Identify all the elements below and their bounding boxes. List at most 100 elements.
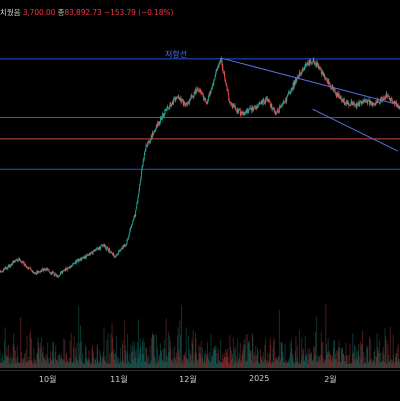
x-tick-feb: 2월 bbox=[324, 374, 336, 385]
candle-body bbox=[139, 186, 140, 190]
level-lines bbox=[0, 59, 400, 169]
candle-body bbox=[76, 261, 77, 263]
candle-body bbox=[173, 99, 174, 105]
volume-bar bbox=[180, 335, 181, 368]
candle-body bbox=[127, 240, 128, 241]
candle-body bbox=[208, 101, 209, 102]
candle-body bbox=[14, 261, 15, 262]
candle-body bbox=[96, 250, 97, 251]
candle-body bbox=[130, 228, 131, 230]
candle-body bbox=[324, 75, 325, 78]
candle-body bbox=[131, 227, 132, 228]
candle-body bbox=[363, 102, 364, 103]
candle-body bbox=[340, 97, 341, 98]
candle-body bbox=[211, 88, 212, 90]
candle-body bbox=[336, 94, 337, 96]
candle-body bbox=[236, 110, 237, 112]
candle-body bbox=[31, 268, 32, 269]
candle-body bbox=[344, 99, 345, 104]
candle-body bbox=[207, 101, 208, 104]
candle-body bbox=[153, 134, 154, 136]
candle-body bbox=[55, 274, 56, 275]
candle-body bbox=[92, 252, 93, 254]
candle-body bbox=[98, 249, 99, 250]
candle-body bbox=[225, 79, 226, 81]
candle-body bbox=[184, 102, 185, 105]
candle-body bbox=[50, 272, 51, 273]
candle-body bbox=[352, 103, 353, 105]
candle-body bbox=[296, 80, 297, 82]
trendline-1[interactable] bbox=[313, 109, 398, 151]
candle-body bbox=[71, 265, 72, 266]
candle-body bbox=[209, 95, 210, 96]
candle-body bbox=[128, 236, 129, 239]
candle-body bbox=[214, 77, 215, 80]
volume-bar bbox=[108, 333, 109, 368]
candle-body bbox=[235, 105, 236, 109]
candle-body bbox=[139, 190, 140, 195]
candle-body bbox=[224, 73, 225, 78]
candle-body bbox=[321, 69, 322, 74]
candle-body bbox=[54, 272, 55, 275]
candle-body bbox=[140, 178, 141, 181]
candle-body bbox=[101, 246, 102, 247]
candle-body bbox=[225, 81, 226, 84]
candle-body bbox=[221, 60, 222, 64]
candle-body bbox=[335, 89, 336, 93]
candle-body bbox=[114, 257, 115, 258]
candle-body bbox=[164, 114, 165, 116]
candle-body bbox=[20, 261, 21, 262]
candle-body bbox=[115, 256, 116, 257]
candle-body bbox=[251, 108, 252, 110]
chart-canvas[interactable]: 저항선 bbox=[0, 0, 400, 370]
candle-body bbox=[329, 83, 330, 87]
candle-body bbox=[229, 100, 230, 102]
candle-body bbox=[86, 257, 87, 258]
candle-body bbox=[120, 250, 121, 251]
candle-body bbox=[105, 247, 106, 250]
candle-body bbox=[203, 95, 204, 98]
candle-body bbox=[30, 268, 31, 269]
candle-body bbox=[150, 141, 151, 142]
candle-body bbox=[271, 104, 272, 109]
candle-body bbox=[285, 102, 286, 103]
candle-body bbox=[248, 111, 249, 113]
candle-body bbox=[58, 276, 59, 277]
candle-body bbox=[367, 100, 368, 103]
candle-body bbox=[339, 98, 340, 99]
candle-body bbox=[341, 98, 342, 100]
candle-body bbox=[133, 217, 134, 220]
candle-body bbox=[159, 123, 160, 124]
time-axis[interactable]: 10월 11월 12월 2025 2월 bbox=[0, 370, 400, 401]
candle-body bbox=[7, 268, 8, 269]
candle-body bbox=[147, 146, 148, 147]
candle-body bbox=[202, 93, 203, 95]
candle-body bbox=[312, 62, 313, 63]
candle-body bbox=[63, 271, 64, 272]
candle-body bbox=[222, 64, 223, 69]
volume-bar bbox=[156, 334, 157, 368]
candle-body bbox=[190, 97, 191, 100]
candle-body bbox=[39, 272, 40, 273]
candle-body bbox=[339, 93, 340, 98]
candle-body bbox=[364, 99, 365, 100]
candle-body bbox=[142, 167, 143, 170]
candle-body bbox=[238, 110, 239, 113]
candle-body bbox=[317, 64, 318, 65]
candle-body bbox=[221, 59, 222, 60]
volume-bar bbox=[233, 338, 234, 368]
candle-body bbox=[313, 59, 314, 62]
candle-body bbox=[137, 202, 138, 204]
candle-body bbox=[111, 252, 112, 253]
candle-body bbox=[140, 181, 141, 186]
candle-body bbox=[17, 260, 18, 261]
candle-body bbox=[162, 117, 163, 120]
candle-body bbox=[278, 110, 279, 113]
candle-body bbox=[350, 105, 351, 106]
candle-body bbox=[390, 99, 391, 101]
price-chart[interactable]: 저항선 bbox=[0, 0, 400, 370]
x-tick-oct: 10월 bbox=[39, 374, 57, 385]
candle-body bbox=[31, 270, 32, 271]
candle-body bbox=[210, 90, 211, 94]
candle-body bbox=[354, 102, 355, 105]
